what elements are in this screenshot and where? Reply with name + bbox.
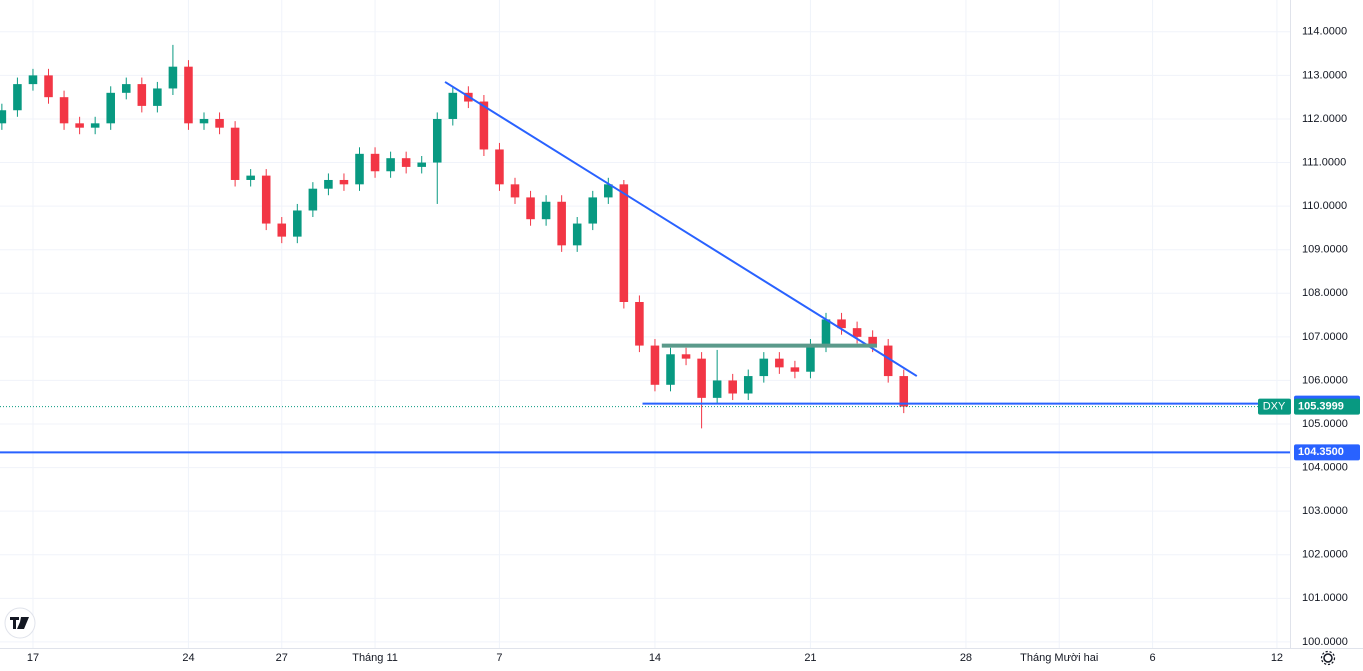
candle-body xyxy=(526,197,535,220)
candle-body xyxy=(137,84,147,106)
candle-body xyxy=(339,179,349,185)
candle-body xyxy=(681,354,691,359)
candle-body xyxy=(790,367,800,372)
price-label: 104.3500 xyxy=(1298,446,1344,458)
y-tick-label: 113.0000 xyxy=(1302,69,1347,81)
candle-body xyxy=(448,92,458,119)
candle-body xyxy=(588,197,598,224)
candle-body xyxy=(572,223,582,246)
candle-body xyxy=(697,358,706,398)
y-tick-label: 102.0000 xyxy=(1302,549,1348,561)
candle-body xyxy=(806,345,815,372)
candle-body xyxy=(728,380,737,394)
symbol-box xyxy=(1258,398,1291,415)
candle-body xyxy=(308,188,318,211)
y-tick-label: 100.0000 xyxy=(1302,636,1348,648)
candle-body xyxy=(432,118,442,163)
y-tick-label: 111.0000 xyxy=(1302,156,1346,168)
candle-body xyxy=(230,127,240,180)
x-tick-label: 24 xyxy=(182,652,194,664)
candle-body xyxy=(852,328,862,337)
candle-body xyxy=(277,223,287,237)
candle-body xyxy=(261,175,271,224)
x-tick-label: Tháng Mười hai xyxy=(1020,652,1098,664)
candle-body xyxy=(0,110,7,124)
x-tick-label: 12 xyxy=(1271,652,1283,664)
settings-icon[interactable] xyxy=(1320,650,1336,666)
candle-body xyxy=(13,84,22,111)
candle-body xyxy=(510,184,520,198)
candle-body xyxy=(59,97,69,124)
candle-body xyxy=(417,162,426,167)
y-tick-label: 108.0000 xyxy=(1302,287,1348,299)
candle-body xyxy=(775,358,784,368)
symbol-label: DXY xyxy=(1263,400,1286,412)
candle-body xyxy=(386,158,395,172)
candle-body xyxy=(666,354,675,385)
candle-body xyxy=(90,123,100,128)
candle-body xyxy=(868,336,877,346)
candle-body xyxy=(541,201,551,220)
candle-body xyxy=(75,123,84,128)
candle-body xyxy=(899,376,909,407)
y-tick-label: 112.0000 xyxy=(1302,113,1347,125)
candle-body xyxy=(619,184,629,302)
x-tick-label: 28 xyxy=(960,652,972,664)
candle-body xyxy=(215,118,224,128)
x-tick-label: 21 xyxy=(804,652,816,664)
candle-body xyxy=(401,158,411,167)
x-tick-label: 17 xyxy=(27,652,39,664)
x-tick-label: Tháng 11 xyxy=(352,652,398,664)
candle-body xyxy=(495,149,504,185)
trend-line xyxy=(444,81,918,377)
candle-body xyxy=(821,319,831,346)
candle-body xyxy=(712,380,722,398)
candle-body xyxy=(759,358,769,377)
candle-body xyxy=(293,210,302,237)
y-tick-label: 106.0000 xyxy=(1302,374,1348,386)
price-label-box xyxy=(1294,444,1360,461)
y-tick-label: 104.0000 xyxy=(1302,461,1348,473)
candle-body xyxy=(324,179,333,189)
candle-body xyxy=(370,153,380,172)
candle-body xyxy=(106,92,115,124)
candle-body xyxy=(650,345,660,385)
y-tick-label: 105.0000 xyxy=(1302,418,1348,430)
candle-body xyxy=(44,75,53,98)
x-tick-label: 7 xyxy=(496,652,502,664)
last-price-label: 105.3999 xyxy=(1298,400,1344,412)
y-tick-label: 103.0000 xyxy=(1302,505,1348,517)
candle-body xyxy=(199,118,209,124)
plot xyxy=(0,44,1290,454)
y-tick-label: 109.0000 xyxy=(1302,244,1348,256)
candle-body xyxy=(557,201,566,246)
candle-body xyxy=(604,184,613,198)
x-tick-label: 27 xyxy=(276,652,288,664)
x-tick-label: 14 xyxy=(649,652,661,664)
candle-body xyxy=(355,153,364,185)
last-price-box xyxy=(1294,398,1360,415)
axes: 100.0000 101.0000 102.0000 103.0000 104.0000… xyxy=(27,26,1360,664)
candle-body xyxy=(883,345,893,377)
candle-body xyxy=(153,88,162,106)
candle-body xyxy=(743,376,753,394)
candle-body xyxy=(246,175,255,180)
candle-body xyxy=(168,66,178,89)
x-tick-label: 6 xyxy=(1149,652,1155,664)
y-tick-label: 110.0000 xyxy=(1302,200,1347,212)
y-tick-label: 107.0000 xyxy=(1302,331,1348,343)
candle-body xyxy=(635,301,644,346)
y-tick-label: 101.0000 xyxy=(1302,592,1348,604)
candle-body xyxy=(837,319,846,329)
tv-logo[interactable] xyxy=(4,607,36,639)
candle-body xyxy=(184,66,193,124)
candle-body xyxy=(28,75,38,85)
candle-body xyxy=(121,84,131,93)
y-tick-label: 114.0000 xyxy=(1302,26,1347,38)
candle-body xyxy=(479,101,489,150)
